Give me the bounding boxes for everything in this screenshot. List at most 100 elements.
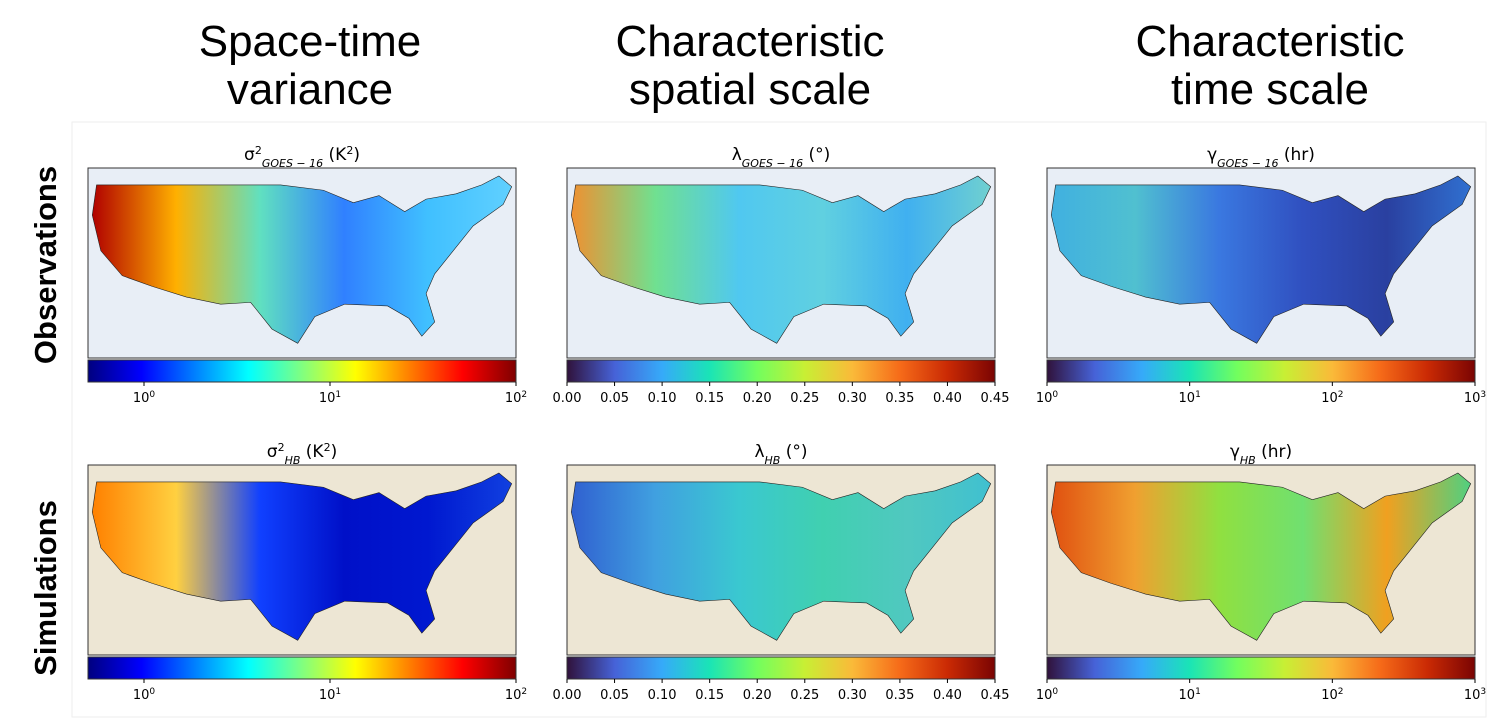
- tick-exponent: 2: [1338, 687, 1344, 697]
- colorbar: [566, 359, 996, 383]
- colorbar-tick-label: 0.20: [743, 688, 772, 703]
- title-part: HB: [765, 454, 781, 467]
- colorbar-tick-label: 0.15: [695, 688, 724, 703]
- colorbar-tick-label: 101: [319, 687, 341, 703]
- title-part: λ: [754, 442, 764, 462]
- map-field: [91, 175, 513, 344]
- colorbar-tick-label: 101: [1179, 390, 1201, 406]
- colorbar-tick-label: 0.05: [600, 688, 629, 703]
- tick-base: 10: [133, 391, 150, 406]
- colorbar-tick-label: 0.15: [695, 391, 724, 406]
- title-part: σ: [267, 442, 278, 462]
- panel-title: σ2HB (K2): [267, 441, 337, 467]
- tick-base: 10: [1179, 688, 1196, 703]
- tick-exponent: 2: [521, 390, 527, 400]
- colorbar-tick-label: 0.30: [838, 688, 867, 703]
- colorbar-tick-label: 100: [133, 390, 156, 406]
- title-part: ): [331, 442, 338, 462]
- column-header: spatial scale: [629, 65, 871, 114]
- tick-exponent: 0: [1052, 390, 1058, 400]
- tick-exponent: 1: [335, 390, 341, 400]
- map-field: [570, 472, 992, 641]
- title-part: (hr): [1256, 442, 1292, 462]
- colorbar-tick-label: 0.05: [600, 391, 629, 406]
- colorbar-tick-label: 0.35: [885, 688, 914, 703]
- tick-base: 10: [133, 688, 150, 703]
- map-field: [1050, 472, 1472, 641]
- tick-base: 10: [1321, 391, 1338, 406]
- tick-base: 10: [505, 688, 522, 703]
- colorbar-tick-label: 0.00: [553, 391, 582, 406]
- panel-title: γHB (hr): [1230, 442, 1292, 467]
- colorbar-tick-label: 101: [319, 390, 341, 406]
- colorbar: [1046, 359, 1476, 383]
- panel-title: σ2GOES − 16 (K2): [244, 144, 360, 170]
- tick-exponent: 1: [335, 687, 341, 697]
- column-header: variance: [227, 65, 393, 114]
- tick-exponent: 3: [1480, 687, 1486, 697]
- column-header: Characteristic: [1136, 17, 1405, 66]
- colorbar-tick-label: 0.45: [981, 391, 1010, 406]
- colorbar: [87, 359, 517, 383]
- colorbar-tick-label: 103: [1464, 687, 1486, 703]
- colorbar-tick-label: 0.10: [648, 391, 677, 406]
- title-part: (K: [323, 145, 347, 165]
- column-header: time scale: [1171, 65, 1369, 114]
- colorbar-tick-label: 0.25: [790, 391, 819, 406]
- tick-exponent: 0: [149, 687, 155, 697]
- colorbar-tick-label: 0.00: [553, 688, 582, 703]
- title-part: (°): [803, 145, 830, 165]
- row-label: Simulations: [28, 500, 63, 676]
- panel-title: λHB (°): [754, 442, 807, 467]
- colorbar-tick-label: 102: [1321, 390, 1343, 406]
- tick-exponent: 1: [1195, 390, 1201, 400]
- title-part: HB: [1240, 454, 1256, 467]
- tick-base: 10: [1036, 688, 1053, 703]
- colorbar-tick-label: 102: [505, 687, 527, 703]
- tick-base: 10: [1321, 688, 1338, 703]
- colorbar-tick-label: 103: [1464, 390, 1486, 406]
- panel-title: λGOES − 16 (°): [732, 145, 831, 170]
- colorbar-tick-label: 100: [1036, 687, 1059, 703]
- colorbar: [1046, 656, 1476, 680]
- tick-exponent: 1: [1195, 687, 1201, 697]
- colorbar-tick-label: 0.30: [838, 391, 867, 406]
- title-part: HB: [285, 454, 301, 467]
- tick-exponent: 0: [149, 390, 155, 400]
- tick-exponent: 2: [1338, 390, 1344, 400]
- colorbar-tick-label: 100: [133, 687, 156, 703]
- title-part: GOES − 16: [742, 157, 803, 170]
- map-field: [91, 472, 513, 641]
- map-field: [570, 175, 992, 344]
- title-part: (K: [300, 442, 324, 462]
- title-part: ): [353, 145, 360, 165]
- colorbar-tick-label: 100: [1036, 390, 1059, 406]
- title-part: γ: [1207, 145, 1217, 165]
- colorbar-tick-label: 0.25: [790, 688, 819, 703]
- title-part: GOES − 16: [1217, 157, 1278, 170]
- tick-exponent: 2: [521, 687, 527, 697]
- title-part: (hr): [1278, 145, 1314, 165]
- colorbar-tick-label: 101: [1179, 687, 1201, 703]
- title-part: 2: [346, 144, 353, 157]
- tick-base: 10: [1464, 688, 1481, 703]
- row-label: Observations: [28, 166, 63, 364]
- tick-base: 10: [1036, 391, 1053, 406]
- colorbar-tick-label: 0.40: [933, 391, 962, 406]
- title-part: 2: [278, 441, 285, 454]
- column-header: Characteristic: [616, 17, 885, 66]
- title-part: γ: [1230, 442, 1240, 462]
- colorbar-tick-label: 0.35: [885, 391, 914, 406]
- tick-exponent: 3: [1480, 390, 1486, 400]
- title-part: λ: [732, 145, 742, 165]
- colorbar-tick-label: 0.10: [648, 688, 677, 703]
- tick-base: 10: [1179, 391, 1196, 406]
- tick-base: 10: [505, 391, 522, 406]
- colorbar-tick-label: 0.45: [981, 688, 1010, 703]
- title-part: σ: [244, 145, 255, 165]
- colorbar: [566, 656, 996, 680]
- colorbar-tick-label: 0.40: [933, 688, 962, 703]
- title-part: (°): [780, 442, 807, 462]
- colorbar-tick-label: 102: [505, 390, 527, 406]
- colorbar-tick-label: 0.20: [743, 391, 772, 406]
